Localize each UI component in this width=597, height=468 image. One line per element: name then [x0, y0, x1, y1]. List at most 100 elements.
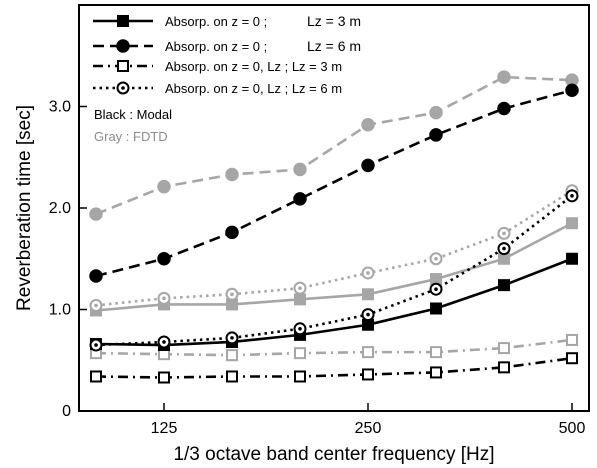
series-line	[95, 356, 573, 379]
legend-marker	[116, 81, 130, 95]
legend-entry: Absorp. on z = 0, Lz ; Lz = 3 m	[93, 59, 342, 74]
legend-label: Absorp. on z = 0, Lz ; Lz = 3 m	[165, 59, 342, 74]
legend-label: Absorp. on z = 0 ;	[165, 39, 267, 54]
legend-marker	[117, 15, 129, 27]
series-modal-1	[89, 83, 579, 283]
data-point	[293, 322, 307, 336]
data-point	[226, 370, 238, 383]
marker-dot	[162, 340, 166, 344]
marker-dot	[366, 271, 370, 275]
data-point	[90, 370, 102, 383]
marker-dot	[502, 246, 506, 251]
data-point	[497, 242, 511, 256]
x-tick-label: 250	[355, 420, 382, 437]
data-point	[565, 83, 579, 98]
data-point	[430, 366, 442, 379]
data-point	[157, 179, 171, 194]
series-modal-3	[89, 189, 579, 352]
marker-dot	[366, 312, 370, 317]
series-line	[95, 75, 573, 216]
legend-note: Gray : FDTD	[94, 129, 168, 144]
series-fdtd-1	[89, 70, 579, 221]
data-point	[89, 207, 103, 221]
data-point	[498, 361, 510, 374]
data-point	[429, 252, 443, 266]
x-axis-label: 1/3 octave band center frequency [Hz]	[173, 444, 494, 465]
data-point	[294, 293, 306, 306]
series-line	[95, 338, 573, 357]
data-point	[225, 225, 239, 240]
marker-dot	[162, 296, 166, 301]
data-point	[430, 273, 442, 286]
data-point	[362, 368, 374, 381]
x-tick-label: 500	[559, 420, 586, 437]
data-point	[497, 70, 511, 84]
data-point	[225, 287, 239, 301]
data-point	[362, 318, 374, 331]
data-point	[566, 252, 578, 265]
series-line	[95, 194, 573, 347]
y-axis-label: Reverberation time [sec]	[14, 105, 35, 311]
legend-label: Absorp. on z = 0, Lz ; Lz = 6 m	[165, 81, 342, 96]
data-point	[293, 192, 307, 206]
data-point	[429, 282, 443, 296]
series-line	[95, 189, 573, 307]
y-tick-label: 2.0	[49, 200, 71, 217]
legend-lz-label: Lz = 3 m	[307, 13, 361, 29]
data-point	[157, 291, 171, 305]
data-point	[89, 338, 103, 352]
data-point	[157, 335, 171, 349]
marker-dot	[94, 343, 98, 347]
legend-entry: Absorp. on z = 0 ; Lz = 3 m	[93, 13, 361, 29]
legend-marker	[117, 60, 129, 72]
data-point	[497, 226, 511, 240]
data-point	[361, 158, 375, 173]
data-point	[362, 288, 374, 301]
y-tick-label: 3.0	[49, 99, 71, 116]
legend-entry: Absorp. on z = 0 ; Lz = 6 m	[93, 38, 361, 54]
data-point	[89, 269, 103, 283]
series-line	[95, 222, 573, 312]
legend-label: Absorp. on z = 0 ;	[165, 14, 267, 29]
marker-dot	[94, 303, 98, 308]
marker-dot	[502, 231, 506, 236]
legend-entry: Absorp. on z = 0, Lz ; Lz = 6 m	[93, 81, 342, 96]
marker-dot	[434, 256, 438, 261]
legend-lz-label: Lz = 6 m	[307, 38, 361, 54]
marker-dot	[434, 287, 438, 292]
data-point	[429, 105, 443, 120]
marker-dot	[298, 286, 302, 290]
data-point	[226, 349, 238, 362]
data-point	[566, 352, 578, 365]
data-point	[158, 371, 170, 384]
series-fdtd-2	[90, 333, 578, 362]
data-point	[566, 217, 578, 230]
data-point	[89, 298, 103, 312]
marker-dot	[230, 292, 234, 297]
series-fdtd-0	[90, 217, 578, 317]
legend-marker	[116, 39, 130, 53]
data-point	[294, 347, 306, 360]
data-point	[498, 252, 510, 265]
data-point	[361, 308, 375, 322]
x-tick-label: 125	[151, 420, 178, 437]
data-point	[293, 281, 307, 295]
data-point	[225, 331, 239, 345]
data-point	[361, 118, 375, 132]
y-tick-label: 1.0	[49, 302, 71, 319]
marker-dot	[570, 194, 574, 198]
data-point	[429, 128, 443, 142]
series-fdtd-3	[89, 184, 579, 312]
data-point	[294, 370, 306, 383]
data-point	[566, 333, 578, 346]
series-line	[95, 89, 573, 278]
data-point	[498, 279, 510, 292]
marker-dot	[230, 336, 234, 340]
data-point	[361, 266, 375, 280]
data-point	[157, 252, 171, 266]
marker-dot	[121, 86, 125, 90]
marker-dot	[298, 326, 302, 331]
data-point	[430, 302, 442, 315]
